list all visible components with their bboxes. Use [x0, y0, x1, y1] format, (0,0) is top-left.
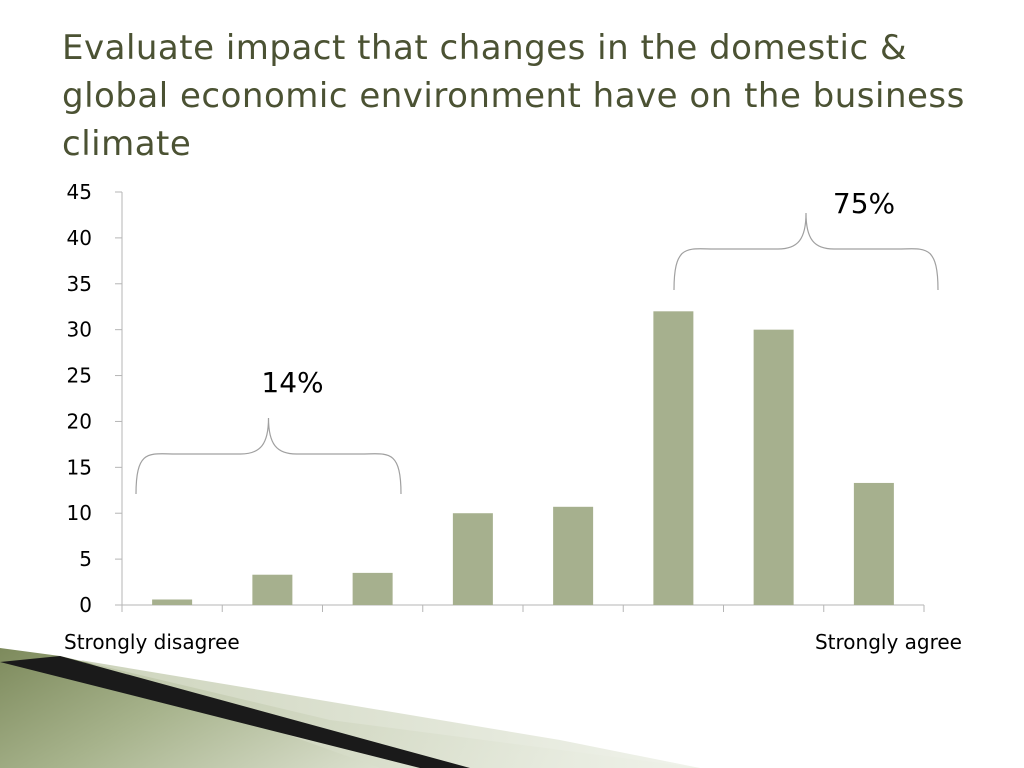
x-axis-label-right: Strongly agree	[814, 630, 962, 654]
y-tick-label: 30	[67, 318, 92, 342]
bar	[753, 329, 794, 605]
annotation-label: 14%	[261, 366, 323, 399]
annotation-brace	[673, 212, 939, 291]
annotation-brace	[135, 417, 402, 495]
y-tick-label: 45	[67, 180, 92, 204]
bar	[853, 482, 894, 605]
bar	[452, 513, 493, 605]
bar	[352, 572, 393, 605]
y-tick-label: 15	[67, 455, 92, 479]
x-axis-label-left: Strongly disagree	[64, 630, 240, 654]
y-tick-label: 25	[67, 364, 92, 388]
bar	[152, 599, 193, 605]
y-tick-label: 10	[67, 501, 92, 525]
bar	[553, 506, 594, 605]
slide-title: Evaluate impact that changes in the dome…	[62, 28, 965, 164]
y-tick-label: 0	[79, 593, 92, 617]
y-tick-label: 35	[67, 272, 92, 296]
y-tick-label: 5	[79, 547, 92, 571]
y-tick-label: 20	[67, 409, 92, 433]
annotation-label: 75%	[833, 187, 895, 220]
bar	[252, 574, 293, 605]
y-tick-label: 40	[67, 226, 92, 250]
bar	[653, 311, 694, 605]
